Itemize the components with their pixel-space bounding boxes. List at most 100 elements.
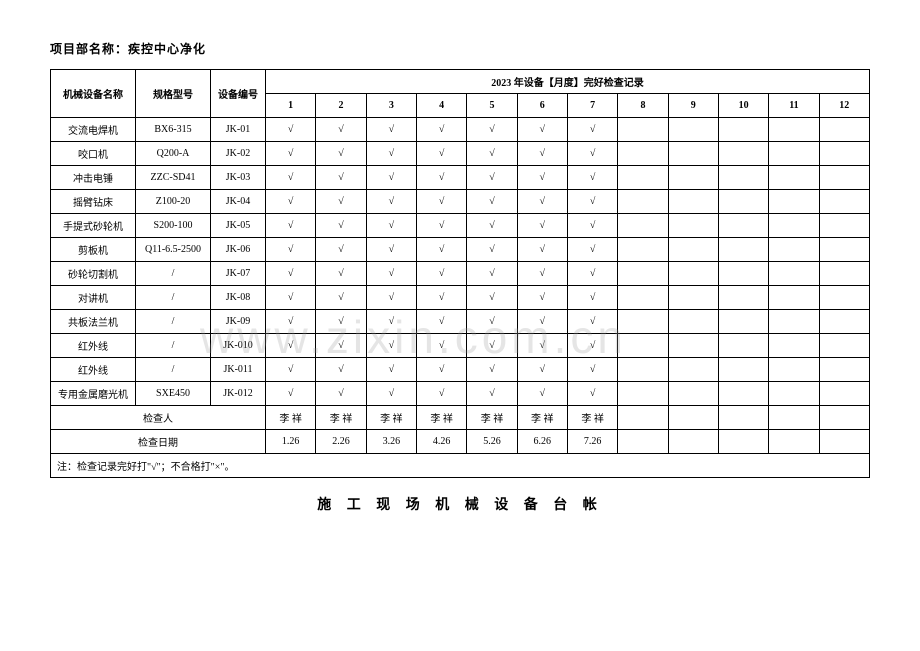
cell-check [718, 214, 768, 238]
cell-check [769, 238, 819, 262]
cell-name: 专用金属磨光机 [51, 382, 136, 406]
cell-spec: / [136, 286, 211, 310]
cell-check: √ [467, 382, 517, 406]
cell-check [668, 262, 718, 286]
cell-spec: Q11-6.5-2500 [136, 238, 211, 262]
cell-check: √ [266, 286, 316, 310]
cell-check [668, 382, 718, 406]
cell-spec: / [136, 358, 211, 382]
cell-check [618, 142, 668, 166]
cell-name: 砂轮切割机 [51, 262, 136, 286]
cell-code: JK-08 [211, 286, 266, 310]
cell-check [718, 310, 768, 334]
cell-check: √ [416, 214, 466, 238]
cell-name: 手提式砂轮机 [51, 214, 136, 238]
cell-check [618, 382, 668, 406]
cell-code: JK-04 [211, 190, 266, 214]
cell-check: √ [316, 310, 366, 334]
cell-check: √ [567, 334, 617, 358]
cell-spec: / [136, 334, 211, 358]
table-row: 红外线/JK-010√√√√√√√ [51, 334, 870, 358]
cell-check [718, 166, 768, 190]
month-header: 7 [567, 94, 617, 118]
cell-check: √ [567, 190, 617, 214]
cell-check [819, 286, 869, 310]
month-header: 2 [316, 94, 366, 118]
cell-check [668, 214, 718, 238]
cell-check: √ [517, 190, 567, 214]
cell-name: 冲击电锤 [51, 166, 136, 190]
cell-check: √ [567, 358, 617, 382]
cell-check: √ [416, 382, 466, 406]
cell-check: √ [316, 190, 366, 214]
note-cell: 注：检查记录完好打"√"；不合格打"×"。 [51, 454, 870, 478]
cell-check: √ [517, 310, 567, 334]
cell-check: √ [366, 118, 416, 142]
inspector-row: 检查人李 祥李 祥李 祥李 祥李 祥李 祥李 祥 [51, 406, 870, 430]
cell-check: √ [517, 238, 567, 262]
cell-code: JK-011 [211, 358, 266, 382]
cell-check: √ [467, 166, 517, 190]
cell-name: 红外线 [51, 358, 136, 382]
cell-check [618, 166, 668, 190]
cell-check: √ [266, 118, 316, 142]
cell-check: √ [567, 238, 617, 262]
cell-check [618, 214, 668, 238]
cell-check [769, 382, 819, 406]
month-header: 1 [266, 94, 316, 118]
cell-check: √ [366, 214, 416, 238]
cell-check: √ [266, 190, 316, 214]
cell-check [668, 334, 718, 358]
table-row: 红外线/JK-011√√√√√√√ [51, 358, 870, 382]
cell-check [618, 238, 668, 262]
cell-code: JK-05 [211, 214, 266, 238]
cell-check [718, 334, 768, 358]
cell-check [618, 310, 668, 334]
cell-check: √ [467, 334, 517, 358]
table-body: 交流电焊机BX6-315JK-01√√√√√√√咬口机Q200-AJK-02√√… [51, 118, 870, 478]
cell-check: √ [517, 142, 567, 166]
cell-check [668, 286, 718, 310]
cell-check [819, 118, 869, 142]
cell-check [668, 358, 718, 382]
project-name: 疾控中心净化 [128, 42, 206, 56]
cell-check [718, 382, 768, 406]
cell-check: √ [316, 262, 366, 286]
cell-code: JK-01 [211, 118, 266, 142]
cell-check: √ [416, 358, 466, 382]
month-header: 3 [366, 94, 416, 118]
cell-check [668, 238, 718, 262]
cell-check [769, 142, 819, 166]
cell-check: √ [266, 334, 316, 358]
project-header: 项目部名称：疾控中心净化 [50, 40, 870, 57]
table-row: 共板法兰机/JK-09√√√√√√√ [51, 310, 870, 334]
cell-check [769, 166, 819, 190]
cell-check [668, 190, 718, 214]
month-header: 6 [517, 94, 567, 118]
cell-name: 红外线 [51, 334, 136, 358]
cell-check [819, 358, 869, 382]
col-spec-header: 规格型号 [136, 70, 211, 118]
cell-code: JK-06 [211, 238, 266, 262]
cell-check: √ [467, 262, 517, 286]
cell-check: √ [416, 166, 466, 190]
cell-check [819, 190, 869, 214]
date-label: 检查日期 [51, 430, 266, 454]
cell-check: √ [266, 214, 316, 238]
cell-check [618, 286, 668, 310]
cell-check: √ [467, 286, 517, 310]
cell-check: √ [316, 238, 366, 262]
cell-check [718, 286, 768, 310]
cell-check [718, 190, 768, 214]
cell-check [668, 142, 718, 166]
table-row: 冲击电锤ZZC-SD41JK-03√√√√√√√ [51, 166, 870, 190]
footer-title: 施 工 现 场 机 械 设 备 台 帐 [50, 494, 870, 514]
cell-spec: Z100-20 [136, 190, 211, 214]
cell-check [819, 214, 869, 238]
cell-check [718, 238, 768, 262]
cell-check [819, 382, 869, 406]
table-row: 对讲机/JK-08√√√√√√√ [51, 286, 870, 310]
cell-check [819, 262, 869, 286]
table-row: 交流电焊机BX6-315JK-01√√√√√√√ [51, 118, 870, 142]
cell-check: √ [316, 382, 366, 406]
